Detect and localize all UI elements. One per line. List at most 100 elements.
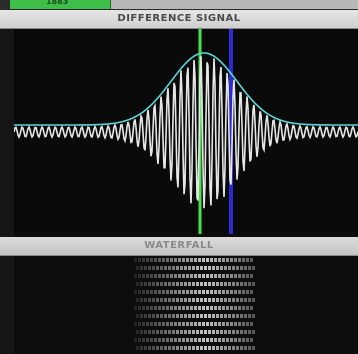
waterfall-stripe: [172, 314, 175, 318]
difference-signal-plot[interactable]: [14, 29, 358, 234]
waterfall-stripe: [142, 322, 145, 326]
waterfall-stripe: [216, 282, 219, 286]
waterfall-stripe: [150, 306, 153, 310]
waterfall-stripe: [184, 282, 187, 286]
waterfall-stripe: [186, 258, 189, 262]
top-tab-gray[interactable]: [111, 0, 358, 9]
waterfall-stripe: [226, 290, 229, 294]
waterfall-stripe: [220, 330, 223, 334]
waterfall-stripe: [196, 314, 199, 318]
waterfall-stripe: [248, 330, 251, 334]
waterfall-stripe: [198, 258, 201, 262]
waterfall-stripe: [192, 346, 195, 350]
waterfall-stripe: [208, 298, 211, 302]
waterfall-stripe: [166, 290, 169, 294]
waterfall-stripe: [210, 322, 213, 326]
waterfall-stripe: [172, 346, 175, 350]
waterfall-stripe: [162, 338, 165, 342]
waterfall-stripe: [252, 346, 255, 350]
waterfall-stripe: [252, 314, 255, 318]
waterfall-stripe: [146, 258, 149, 262]
waterfall-display[interactable]: [14, 256, 358, 354]
waterfall-stripe: [166, 338, 169, 342]
waterfall-stripe: [188, 282, 191, 286]
waterfall-stripe: [174, 274, 177, 278]
waterfall-stripe: [202, 322, 205, 326]
waterfall-stripe: [216, 314, 219, 318]
waterfall-stripe: [230, 258, 233, 262]
waterfall-stripe: [152, 314, 155, 318]
waterfall-stripe: [166, 306, 169, 310]
waterfall-stripe: [160, 266, 163, 270]
waterfall-stripe: [218, 258, 221, 262]
top-tab-green[interactable]: 1883: [10, 0, 111, 9]
waterfall-stripe: [216, 266, 219, 270]
waterfall-stripe: [166, 322, 169, 326]
waterfall-stripe: [144, 346, 147, 350]
waterfall-stripe: [246, 290, 249, 294]
waterfall-stripe: [222, 258, 225, 262]
waterfall-stripe: [222, 322, 225, 326]
waterfall-stripe: [246, 306, 249, 310]
waterfall-stripe: [212, 298, 215, 302]
waterfall-stripe: [170, 306, 173, 310]
waterfall-stripe: [140, 298, 143, 302]
waterfall-stripe: [228, 314, 231, 318]
waterfall-stripe: [194, 338, 197, 342]
waterfall-stripe: [234, 258, 237, 262]
waterfall-stripe: [156, 314, 159, 318]
waterfall-stripe: [192, 266, 195, 270]
waterfall-stripe: [208, 314, 211, 318]
waterfall-stripe: [174, 306, 177, 310]
waterfall-stripe: [238, 258, 241, 262]
waterfall-stripe: [192, 314, 195, 318]
waterfall-stripe: [182, 258, 185, 262]
waterfall-stripe: [168, 330, 171, 334]
waterfall-stripe: [204, 314, 207, 318]
waterfall-stripe: [158, 274, 161, 278]
waterfall-stripe: [156, 298, 159, 302]
waterfall-stripe: [224, 314, 227, 318]
waterfall-stripe: [246, 274, 249, 278]
waterfall-stripe: [226, 306, 229, 310]
waterfall-stripe: [210, 258, 213, 262]
waterfall-stripe: [174, 290, 177, 294]
waterfall-stripe: [214, 274, 217, 278]
waterfall-stripe: [190, 290, 193, 294]
waterfall-stripe: [170, 338, 173, 342]
waterfall-stripe: [200, 282, 203, 286]
waterfall-stripe: [182, 338, 185, 342]
waterfall-stripe: [200, 298, 203, 302]
waterfall-stripe: [252, 266, 255, 270]
waterfall-stripe: [214, 322, 217, 326]
waterfall-stripe: [140, 346, 143, 350]
waterfall-stripe: [244, 346, 247, 350]
waterfall-stripe: [148, 346, 151, 350]
waterfall-stripe: [240, 298, 243, 302]
waterfall-stripe: [202, 306, 205, 310]
waterfall-stripe: [218, 306, 221, 310]
waterfall-stripe: [166, 274, 169, 278]
waterfall-stripe: [194, 258, 197, 262]
waterfall-stripe: [200, 314, 203, 318]
waterfall-stripe: [172, 330, 175, 334]
waterfall-stripe: [210, 290, 213, 294]
waterfall-stripe: [172, 298, 175, 302]
waterfall-stripe: [236, 346, 239, 350]
waterfall-stripe: [222, 338, 225, 342]
waterfall-stripe: [188, 298, 191, 302]
waterfall-stripe: [170, 290, 173, 294]
waterfall-stripe: [200, 330, 203, 334]
waterfall-stripe: [188, 314, 191, 318]
waterfall-stripe: [204, 346, 207, 350]
waterfall-stripe: [184, 266, 187, 270]
waterfall-stripe: [136, 314, 139, 318]
waterfall-stripe: [142, 274, 145, 278]
waterfall-stripe: [238, 274, 241, 278]
waterfall-stripe: [228, 346, 231, 350]
waterfall-stripe: [252, 298, 255, 302]
waterfall-stripe: [228, 330, 231, 334]
waterfall-stripe: [140, 314, 143, 318]
waterfall-stripe: [242, 274, 245, 278]
waterfall-stripe: [234, 290, 237, 294]
